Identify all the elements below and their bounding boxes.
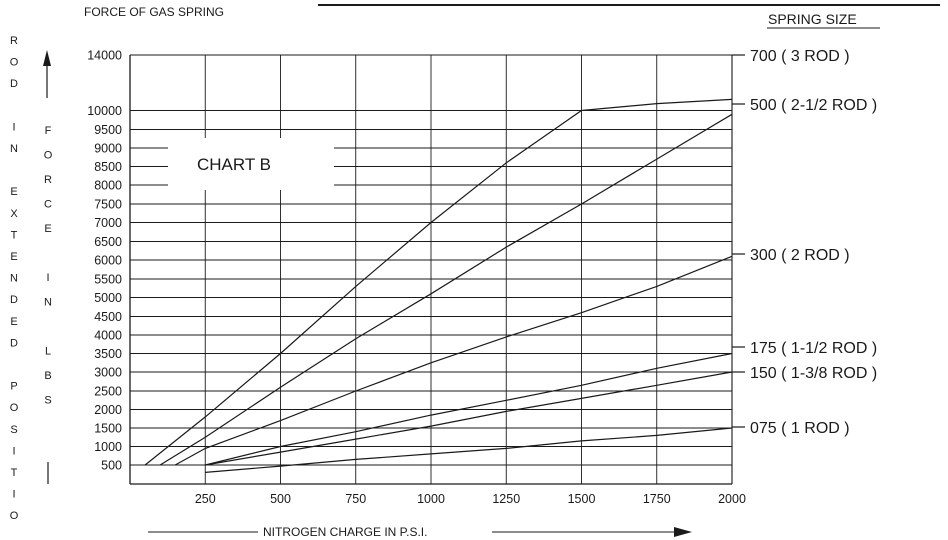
- y-tick-label: 10000: [87, 104, 122, 118]
- x-tick-label: 750: [345, 492, 366, 506]
- rod-caption-letter: S: [10, 424, 17, 436]
- series-label-175: 175 ( 1-1/2 ROD ): [750, 340, 877, 357]
- spring-size-heading: SPRING SIZE: [768, 11, 857, 27]
- force-in-lbs-caption: F OR CE I N LB S: [44, 125, 53, 407]
- rod-caption-letter: I: [12, 489, 15, 501]
- series-line-700: [144, 98, 733, 466]
- x-axis-label: NITROGEN CHARGE IN P.S.I.: [263, 525, 427, 539]
- series-label-150: 150 ( 1-3/8 ROD ): [750, 365, 877, 382]
- rod-caption-letter: I: [12, 445, 15, 457]
- rod-caption-letter: E: [10, 316, 17, 328]
- x-tick-label: 2000: [718, 492, 746, 506]
- series-label-500: 500 ( 2-1/2 ROD ): [750, 97, 877, 114]
- chart-title: CHART B: [197, 155, 271, 174]
- y-tick-label: 5000: [94, 291, 122, 305]
- grid-lines: [129, 54, 733, 485]
- rod-caption-letter: D: [10, 78, 18, 90]
- rod-caption-letter: N: [10, 143, 18, 155]
- x-tick-labels: 250 500 750 1000 1250 1500 1750 2000: [195, 492, 746, 506]
- rod-caption-letter: P: [10, 381, 17, 393]
- series-labels: 700 ( 3 ROD ) 500 ( 2-1/2 ROD ) 300 ( 2 RO…: [732, 48, 877, 437]
- rod-caption-letter: O: [10, 402, 19, 414]
- y-tick-label: 1500: [94, 422, 122, 436]
- series-line-300: [174, 255, 733, 466]
- series-line-075: [205, 427, 733, 473]
- rod-caption-letter: O: [10, 57, 19, 69]
- up-arrow-head: [43, 50, 51, 66]
- force-caption-letter: L: [45, 346, 51, 358]
- x-tick-label: 1000: [417, 492, 445, 506]
- force-caption-letter: N: [44, 297, 52, 309]
- y-tick-label: 6000: [94, 254, 122, 268]
- rod-caption-letter: T: [11, 467, 18, 479]
- y-tick-label: 5500: [94, 273, 122, 287]
- rod-caption-letter: E: [10, 186, 17, 198]
- force-caption-letter: C: [44, 199, 52, 211]
- x-tick-label: 250: [195, 492, 216, 506]
- series-lines: [144, 98, 733, 473]
- force-caption-letter: E: [44, 223, 51, 235]
- x-tick-label: 500: [270, 492, 291, 506]
- x-tick-label: 1750: [643, 492, 671, 506]
- y-tick-label: 8000: [94, 179, 122, 193]
- force-caption-letter: R: [44, 174, 52, 186]
- force-caption-letter: F: [45, 125, 52, 137]
- series-label-075: 075 ( 1 ROD ): [750, 420, 850, 437]
- force-caption-letter: O: [44, 150, 53, 162]
- y-tick-label: 9500: [94, 123, 122, 137]
- rod-caption-letter: X: [10, 208, 18, 220]
- y-tick-label: 7000: [94, 216, 122, 230]
- y-tick-label: 8500: [94, 160, 122, 174]
- series-line-500: [159, 113, 733, 466]
- chart-header-title: FORCE OF GAS SPRING: [84, 5, 224, 19]
- force-caption-letter: I: [46, 272, 49, 284]
- y-tick-label: 14000: [87, 49, 122, 63]
- rod-caption-letter: D: [10, 294, 18, 306]
- rod-caption-letter: T: [11, 229, 18, 241]
- y-tick-label: 1000: [94, 440, 122, 454]
- x-tick-label: 1500: [568, 492, 596, 506]
- y-tick-label: 6500: [94, 235, 122, 249]
- y-tick-label: 500: [101, 459, 122, 473]
- chart-title-box: [168, 138, 334, 190]
- y-tick-label: 3000: [94, 366, 122, 380]
- rod-caption-letter: R: [10, 35, 18, 47]
- force-caption-letter: B: [44, 370, 51, 382]
- series-line-175: [205, 352, 733, 466]
- y-tick-label: 2000: [94, 403, 122, 417]
- series-label-700: 700 ( 3 ROD ): [750, 48, 850, 65]
- rod-caption-letter: D: [10, 337, 18, 349]
- series-label-300: 300 ( 2 ROD ): [750, 247, 850, 264]
- y-tick-label: 4000: [94, 329, 122, 343]
- y-tick-labels: 500 1000 1500 2000 2500 3000 3500 4000 4500 5000 5…: [87, 49, 122, 473]
- y-tick-label: 2500: [94, 385, 122, 399]
- y-tick-label: 9000: [94, 142, 122, 156]
- x-axis-arrow-head: [674, 527, 692, 537]
- x-tick-label: 1250: [492, 492, 520, 506]
- y-tick-label: 3500: [94, 347, 122, 361]
- rod-caption-letter: N: [10, 273, 18, 285]
- force-caption-letter: S: [44, 395, 51, 407]
- rod-caption-letter: I: [12, 121, 15, 133]
- series-line-150: [205, 371, 733, 466]
- y-tick-label: 7500: [94, 198, 122, 212]
- rod-caption-letter: E: [10, 251, 17, 263]
- rod-caption-letter: O: [10, 510, 19, 522]
- y-tick-label: 4500: [94, 310, 122, 324]
